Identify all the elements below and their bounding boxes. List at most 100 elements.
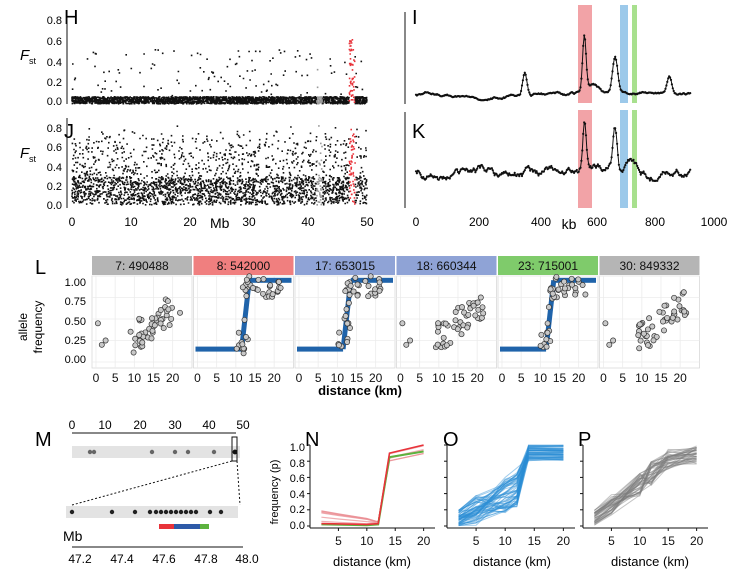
l-data-point <box>94 320 101 327</box>
l-data-point <box>640 330 647 337</box>
m-red-segment <box>159 524 174 529</box>
l-data-point <box>650 337 657 344</box>
l-xtick: 0 <box>397 371 404 385</box>
l-data-point <box>434 341 441 348</box>
l-data-point <box>255 276 262 283</box>
j-xtick-20: 20 <box>183 215 197 229</box>
h-ytick-0.4: 0.4 <box>47 57 62 69</box>
l-data-point <box>343 306 350 313</box>
h-ytick-0.6: 0.6 <box>47 36 62 48</box>
l-data-point <box>239 341 246 348</box>
p-gray-cline <box>594 448 697 522</box>
l-data-point <box>342 313 349 319</box>
o-blue-cline <box>458 457 564 525</box>
l-data-point <box>367 273 374 280</box>
l-data-point <box>362 278 369 285</box>
o-blue-cline <box>458 450 564 526</box>
l-data-point <box>399 320 406 327</box>
l-xtick: 5 <box>213 371 220 385</box>
l-data-point <box>470 302 477 309</box>
panel-letter-k: K <box>412 121 426 143</box>
o-blue-cline <box>458 449 564 523</box>
l-data-point <box>352 274 359 281</box>
j-xtick-30: 30 <box>242 215 256 229</box>
o-lines-xtick: 20 <box>557 534 571 548</box>
l-data-point <box>277 284 284 291</box>
l-data-point <box>452 317 459 324</box>
p-gray-cline <box>594 450 697 524</box>
o-blue-cline <box>458 445 564 511</box>
p-gray-cline <box>594 457 697 521</box>
m-top-snp-focal <box>232 449 238 455</box>
p-gray-cline <box>594 456 697 514</box>
l-data-point <box>335 342 342 349</box>
m-green-segment <box>200 524 209 529</box>
o-blue-cline <box>458 448 564 518</box>
l-data-point <box>346 292 353 298</box>
l-facet-header-3 <box>396 256 497 275</box>
l-xtick: 15 <box>451 371 465 385</box>
m-top-snp <box>87 449 93 455</box>
l-data-point <box>164 298 171 305</box>
l-xtick: 5 <box>315 371 322 385</box>
p-gray-cline <box>594 460 697 514</box>
l-data-point <box>606 341 613 348</box>
l-ytick-0.50: 0.50 <box>65 316 86 328</box>
n-ytick-1.0: 1.0 <box>290 442 305 454</box>
p-gray-cline <box>594 449 697 514</box>
h-ytick-0.2: 0.2 <box>47 77 62 89</box>
l-data-point <box>568 275 575 282</box>
l-facet-label-4: 23: 715001 <box>518 259 578 273</box>
o-blue-cline <box>458 447 564 525</box>
h-points-black-points <box>71 49 368 105</box>
o-blue-cline <box>458 458 564 521</box>
n-lines-xtick: 10 <box>360 534 374 548</box>
p-lines-xtick: 10 <box>633 534 647 548</box>
panel-letter-l: L <box>35 257 46 279</box>
l-data-point <box>275 278 282 285</box>
n-xlabel: distance (km) <box>333 554 411 569</box>
k-xtick-1000: 1000 <box>701 215 728 229</box>
l-data-point <box>549 290 556 297</box>
o-blue-cline <box>458 449 564 515</box>
l-data-point <box>545 304 552 311</box>
l-data-point <box>669 314 676 321</box>
o-blue-cline <box>458 448 564 526</box>
l-data-point <box>130 349 137 356</box>
p-gray-cline <box>594 447 697 519</box>
n-lines-xtick: 20 <box>417 534 431 548</box>
l-data-point <box>139 339 146 346</box>
p-gray-cline <box>594 462 697 514</box>
l-data-point <box>344 320 351 327</box>
l-data-point <box>354 281 361 288</box>
j-xtick-40: 40 <box>301 215 315 229</box>
l-data-point <box>165 306 172 313</box>
m-zoom-snp <box>168 509 174 515</box>
o-blue-cline <box>458 454 564 523</box>
panel-letter-n: N <box>305 429 319 451</box>
p-gray-cline <box>594 447 697 511</box>
l-data-point <box>345 300 352 306</box>
panel-letter-o: O <box>443 429 459 451</box>
i-blue-band <box>620 5 628 103</box>
p-lines-xtick: 5 <box>608 534 615 548</box>
p-gray-cline <box>594 448 697 517</box>
m-zoom-box <box>231 436 238 462</box>
l-data-point <box>569 281 576 288</box>
l-data-point <box>656 308 663 315</box>
l-data-point <box>376 287 383 294</box>
o-blue-cline <box>458 453 564 512</box>
l-data-point <box>454 326 461 333</box>
o-blue-cline <box>458 449 564 524</box>
panel-letter-p: P <box>578 429 591 451</box>
k-xtick-600: 600 <box>587 215 607 229</box>
m-top-tick-30: 30 <box>168 418 182 432</box>
l-ytick-0.75: 0.75 <box>65 296 86 308</box>
l-data-point <box>243 334 249 340</box>
l-xtick: 0 <box>499 371 506 385</box>
m-zoom-snp <box>218 509 224 515</box>
o-blue-cline <box>458 446 564 517</box>
l-data-point <box>645 342 651 349</box>
l-data-point <box>538 331 545 338</box>
